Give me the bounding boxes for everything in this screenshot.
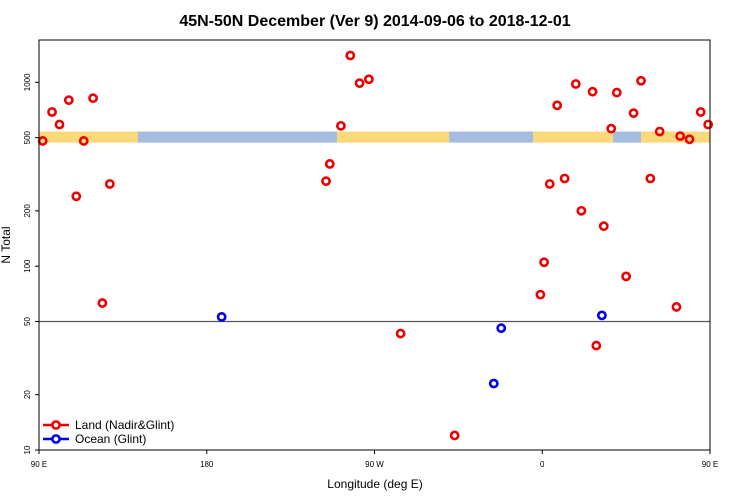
band-segment-land (532, 131, 614, 143)
land-point (104, 179, 115, 189)
land-point (539, 257, 550, 268)
ocean-point (216, 311, 227, 322)
land-point (364, 74, 374, 85)
land-point (695, 107, 706, 117)
land-point (598, 221, 609, 232)
y-axis-ticks: 10 20 50 100 200 500 1000 (23, 73, 39, 454)
land-point (628, 108, 639, 119)
ocean-point (488, 378, 499, 389)
legend-marker (51, 434, 61, 444)
legend: Land (Nadir&Glint)Ocean (Glint) (43, 418, 174, 446)
y-tick-label: 20 (23, 390, 32, 399)
land-point (576, 205, 587, 216)
legend-label: Land (Nadir&Glint) (75, 418, 174, 432)
land-point (321, 176, 331, 187)
data-points (37, 50, 714, 441)
land-point (78, 136, 89, 146)
y-tick-label: 200 (23, 204, 32, 218)
x-tick-label: 0 (540, 460, 545, 469)
y-tick-label: 10 (23, 445, 32, 454)
land-point (703, 119, 714, 130)
land-point (645, 173, 656, 184)
y-tick-label: 500 (23, 130, 32, 144)
legend-marker (51, 420, 61, 430)
land-point (449, 430, 460, 441)
land-point (88, 93, 98, 104)
y-tick-label: 50 (23, 317, 32, 326)
x-tick-label: 90 E (31, 460, 47, 469)
band-segment-land (39, 131, 138, 143)
land-point (535, 289, 546, 300)
land-point (621, 271, 632, 282)
land-point (570, 79, 581, 89)
land-point (345, 50, 356, 61)
land-point (54, 119, 65, 130)
y-tick-label: 100 (23, 259, 32, 273)
land-point (63, 95, 74, 106)
ocean-point (596, 310, 607, 321)
land-point (324, 159, 335, 169)
land-point (544, 179, 555, 189)
land-point (97, 298, 108, 308)
land-point (675, 131, 686, 142)
land-point (611, 87, 622, 98)
band-segment-land (337, 131, 450, 143)
band-segment-ocean (613, 131, 642, 143)
land-point (684, 134, 695, 145)
band-segment-ocean (449, 131, 535, 143)
land-point (606, 123, 617, 134)
land-point (552, 100, 563, 111)
land-point (336, 120, 346, 131)
y-axis-label: N Total (0, 226, 13, 263)
land-point (395, 328, 406, 339)
chart-title: 45N-50N December (Ver 9) 2014-09-06 to 2… (179, 13, 570, 30)
land-point (47, 107, 57, 117)
x-tick-label: 180 (200, 460, 214, 469)
x-axis-ticks: 90 E 180 90 W 0 90 E (31, 450, 718, 469)
land-point (559, 173, 570, 184)
ocean-point (496, 323, 507, 334)
land-point (671, 302, 682, 312)
land-point (654, 126, 665, 137)
plot-frame (38, 39, 711, 451)
band-segment-ocean (137, 131, 338, 143)
x-tick-label: 90 E (702, 460, 718, 469)
y-tick-label: 1000 (23, 73, 32, 91)
x-axis-label: Longitude (deg E) (327, 477, 422, 491)
land-point (587, 86, 598, 97)
land-point (636, 75, 646, 86)
surface-band (39, 131, 710, 143)
land-point (591, 340, 602, 351)
land-point (354, 78, 365, 89)
x-tick-label: 90 W (365, 460, 384, 469)
legend-label: Ocean (Glint) (75, 432, 146, 446)
land-point (71, 191, 82, 202)
